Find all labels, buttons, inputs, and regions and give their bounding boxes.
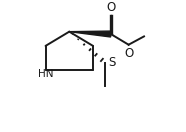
Polygon shape [69, 31, 111, 37]
Text: O: O [124, 47, 133, 60]
Text: HN: HN [39, 69, 54, 79]
Text: O: O [106, 1, 116, 14]
Text: S: S [108, 56, 115, 69]
